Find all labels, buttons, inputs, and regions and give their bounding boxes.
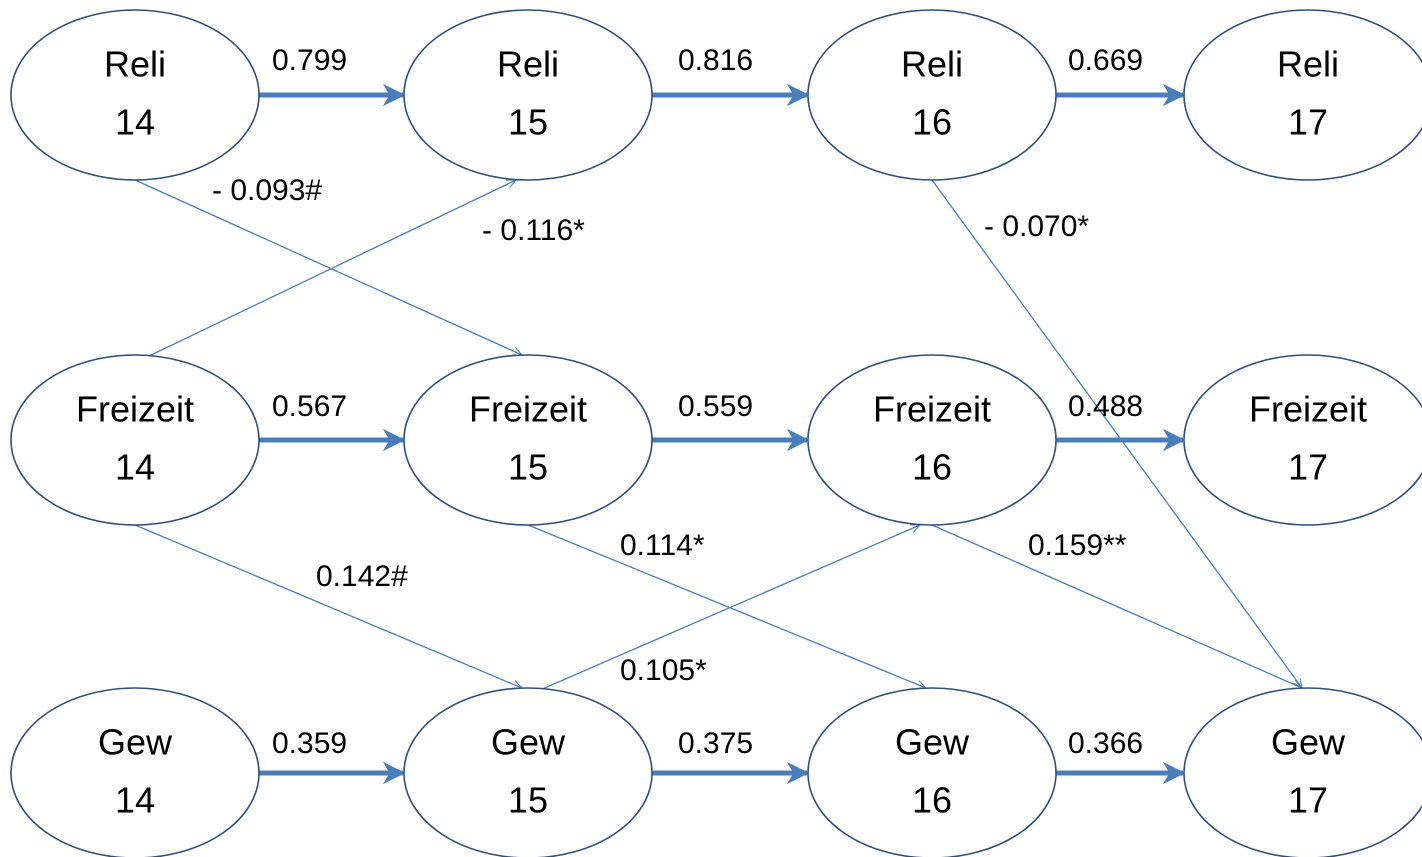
node-wave: 17 (1288, 102, 1328, 143)
node-ellipse (10, 9, 260, 181)
node-ellipse (1183, 9, 1422, 181)
node-name: Gew (98, 722, 173, 763)
edges (134, 83, 1302, 785)
node-wave: 15 (508, 102, 548, 143)
node-ellipse (403, 687, 653, 857)
node-ellipse (807, 687, 1057, 857)
path-arrow-crosslagged (134, 179, 522, 356)
path-coefficient: - 0.093# (212, 174, 322, 207)
node-wave: 17 (1288, 447, 1328, 488)
node-wave: 15 (508, 780, 548, 821)
node-ellipse (403, 9, 653, 181)
node-name: Reli (104, 44, 166, 85)
node-ellipse (1183, 354, 1422, 526)
node-name: Freizeit (76, 389, 194, 430)
node-wave: 16 (912, 447, 952, 488)
node-name: Reli (497, 44, 559, 85)
path-coefficient: 0.799 (272, 44, 347, 77)
node-name: Reli (1277, 44, 1339, 85)
path-coefficient: 0.142# (316, 560, 408, 593)
path-arrow-crosslagged (539, 525, 920, 691)
node-ellipse (807, 354, 1057, 526)
path-arrow-crosslagged (931, 524, 1302, 688)
path-coefficient: 0.375 (678, 727, 753, 760)
path-coefficient: 0.359 (272, 727, 347, 760)
node-name: Gew (895, 722, 970, 763)
node-wave: 15 (508, 447, 548, 488)
node-wave: 16 (912, 102, 952, 143)
node-ellipse (403, 354, 653, 526)
node-wave: 17 (1288, 780, 1328, 821)
path-coefficient: 0.567 (272, 390, 347, 423)
node-name: Freizeit (469, 389, 587, 430)
node-ellipse (1183, 687, 1422, 857)
path-coefficient: - 0.070* (984, 210, 1089, 243)
node-wave: 14 (115, 780, 155, 821)
path-arrow-crosslagged (931, 179, 1302, 688)
node-name: Freizeit (873, 389, 991, 430)
node-ellipse (10, 354, 260, 526)
node-name: Freizeit (1249, 389, 1367, 430)
path-coefficient: 0.669 (1068, 44, 1143, 77)
path-coefficient: 0.816 (678, 44, 753, 77)
node-ellipse (807, 9, 1057, 181)
path-coefficient: 0.488 (1068, 390, 1143, 423)
path-coefficient: - 0.116* (482, 214, 585, 247)
path-arrow-crosslagged (134, 524, 522, 688)
node-name: Reli (901, 44, 963, 85)
nodes: Reli 14 Reli 15 Reli 16 Reli 17 Freizeit 14 Freize… (10, 9, 1422, 857)
node-wave: 14 (115, 102, 155, 143)
path-coefficient: 0.559 (678, 390, 753, 423)
node-wave: 16 (912, 780, 952, 821)
node-wave: 14 (115, 447, 155, 488)
path-coefficient: 0.159** (1028, 529, 1127, 562)
node-ellipse (10, 687, 260, 857)
path-coefficient: 0.366 (1068, 727, 1143, 760)
edge-labels: 0.799 0.816 0.669 0.567 0.559 0.488 0.359 0.375… (212, 44, 1143, 760)
path-coefficient: 0.114* (620, 529, 705, 562)
path-coefficient: 0.105* (620, 654, 707, 687)
node-name: Gew (1271, 722, 1346, 763)
path-arrow-crosslagged (146, 179, 516, 358)
path-arrow-crosslagged (527, 524, 926, 688)
node-name: Gew (491, 722, 566, 763)
